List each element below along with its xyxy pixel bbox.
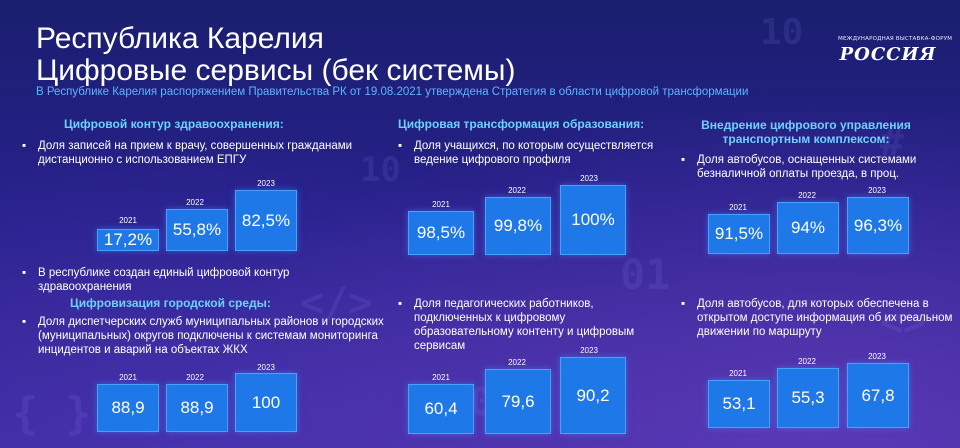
education-bullet-1: Доля учащихся, по которым осуществляется… xyxy=(398,139,654,167)
year-label: 2023 xyxy=(580,174,598,183)
bar-trans2-2022: 55,3 xyxy=(777,368,839,428)
year-label: 2021 xyxy=(432,200,450,209)
logo-top-text: МЕЖДУНАРОДНАЯ ВЫСТАВКА-ФОРУМ xyxy=(838,36,953,42)
bar-edu2-2023: 90,2 xyxy=(560,357,626,434)
transport-heading-line1: Внедрение цифрового управления xyxy=(701,118,911,132)
bar-trans1-2021: 91,5% xyxy=(708,214,770,254)
bar-edu1-2022: 99,8% xyxy=(485,197,551,255)
year-label: 2023 xyxy=(257,363,275,372)
year-label: 2023 xyxy=(868,186,886,195)
year-label: 2021 xyxy=(729,203,747,212)
page-title-line1: Республика Карелия xyxy=(36,22,324,55)
year-label: 2022 xyxy=(508,358,526,367)
urban-heading: Цифровизация городской среды: xyxy=(70,296,271,310)
russia-forum-logo: МЕЖДУНАРОДНАЯ ВЫСТАВКА-ФОРУМ РОССИЯ xyxy=(838,36,953,65)
education-bullet-2: Доля педагогических работников, подключе… xyxy=(398,297,664,353)
bar-trans1-2023: 96,3% xyxy=(847,197,909,254)
page-subtitle: В Республике Карелия распоряжением Прави… xyxy=(36,86,749,98)
year-label: 2023 xyxy=(257,179,275,188)
bar-edu2-2022: 79,6 xyxy=(485,369,551,434)
year-label: 2022 xyxy=(798,191,816,200)
bar-trans1-2022: 94% xyxy=(777,202,839,254)
year-label: 2022 xyxy=(798,357,816,366)
bar-urban-2021: 88,9 xyxy=(97,384,159,432)
bar-trans2-2021: 53,1 xyxy=(708,380,770,428)
bar-edu2-2021: 60,4 xyxy=(408,384,474,434)
year-label: 2021 xyxy=(432,373,450,382)
health-bullet-1: Доля записей на прием к врачу, совершенн… xyxy=(22,139,386,167)
year-label: 2023 xyxy=(868,352,886,361)
bar-health-2023: 82,5% xyxy=(235,190,297,251)
page-title-line2: Цифровые сервисы (бек системы) xyxy=(36,54,516,87)
year-label: 2022 xyxy=(508,186,526,195)
year-label: 2022 xyxy=(186,373,204,382)
transport-bullet-1: Доля автобусов, оснащенных системами без… xyxy=(681,153,959,181)
health-bullet-2: В республике создан единый цифровой конт… xyxy=(22,266,386,294)
year-label: 2021 xyxy=(119,373,137,382)
education-heading: Цифровая трансформация образования: xyxy=(398,117,645,131)
year-label: 2023 xyxy=(580,346,598,355)
logo-main-text: РОССИЯ xyxy=(839,44,937,65)
transport-heading-line2: транспортным комплексом: xyxy=(722,132,890,146)
bar-edu1-2023: 100% xyxy=(560,185,626,255)
year-label: 2022 xyxy=(186,198,204,207)
bar-health-2021: 17,2% xyxy=(97,229,159,251)
bar-health-2022: 55,8% xyxy=(166,209,228,251)
bar-edu1-2021: 98,5% xyxy=(408,211,474,255)
year-label: 2021 xyxy=(729,369,747,378)
transport-bullet-2: Доля автобусов, для которых обеспечена в… xyxy=(681,297,959,339)
bar-trans2-2023: 67,8 xyxy=(847,363,909,428)
year-label: 2021 xyxy=(119,216,137,225)
health-heading: Цифровой контур здравоохранения: xyxy=(64,117,284,131)
bar-urban-2022: 88,9 xyxy=(166,384,228,432)
bar-urban-2023: 100 xyxy=(235,373,297,432)
urban-bullet-1: Доля диспетчерских служб муниципальных р… xyxy=(22,315,388,357)
